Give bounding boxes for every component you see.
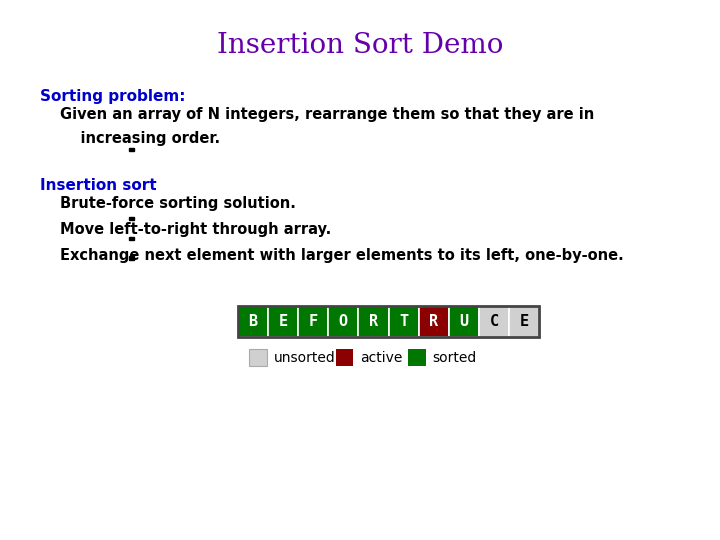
- Text: Insertion sort: Insertion sort: [40, 178, 156, 193]
- Text: Insertion Sort Demo: Insertion Sort Demo: [217, 32, 503, 59]
- Text: Sorting problem:: Sorting problem:: [40, 89, 185, 104]
- FancyBboxPatch shape: [238, 306, 268, 337]
- Bar: [129, 237, 133, 240]
- Text: active: active: [360, 350, 402, 365]
- Bar: [129, 217, 133, 220]
- Text: R: R: [429, 314, 438, 329]
- Text: O: O: [339, 314, 348, 329]
- Text: Brute-force sorting solution.: Brute-force sorting solution.: [60, 196, 296, 211]
- FancyBboxPatch shape: [359, 306, 389, 337]
- Bar: [129, 256, 133, 260]
- FancyBboxPatch shape: [479, 306, 509, 337]
- Text: Given an array of N integers, rearrange them so that they are in: Given an array of N integers, rearrange …: [60, 107, 594, 122]
- Text: F: F: [309, 314, 318, 329]
- Text: unsorted: unsorted: [274, 350, 336, 365]
- Text: Exchange next element with larger elements to its left, one-by-one.: Exchange next element with larger elemen…: [60, 248, 624, 263]
- Bar: [129, 148, 133, 151]
- Text: C: C: [490, 314, 498, 329]
- FancyBboxPatch shape: [418, 306, 449, 337]
- Bar: [336, 349, 354, 366]
- Text: E: E: [520, 314, 528, 329]
- Text: E: E: [279, 314, 287, 329]
- FancyBboxPatch shape: [389, 306, 418, 337]
- FancyBboxPatch shape: [449, 306, 479, 337]
- FancyBboxPatch shape: [509, 306, 539, 337]
- Text: B: B: [248, 314, 258, 329]
- Text: Move left-to-right through array.: Move left-to-right through array.: [60, 222, 331, 237]
- Bar: [249, 349, 267, 366]
- Text: increasing order.: increasing order.: [60, 131, 220, 146]
- Text: sorted: sorted: [433, 350, 477, 365]
- FancyBboxPatch shape: [328, 306, 359, 337]
- FancyBboxPatch shape: [268, 306, 298, 337]
- FancyBboxPatch shape: [298, 306, 328, 337]
- Text: T: T: [399, 314, 408, 329]
- Bar: [408, 349, 426, 366]
- Text: R: R: [369, 314, 378, 329]
- Text: U: U: [459, 314, 469, 329]
